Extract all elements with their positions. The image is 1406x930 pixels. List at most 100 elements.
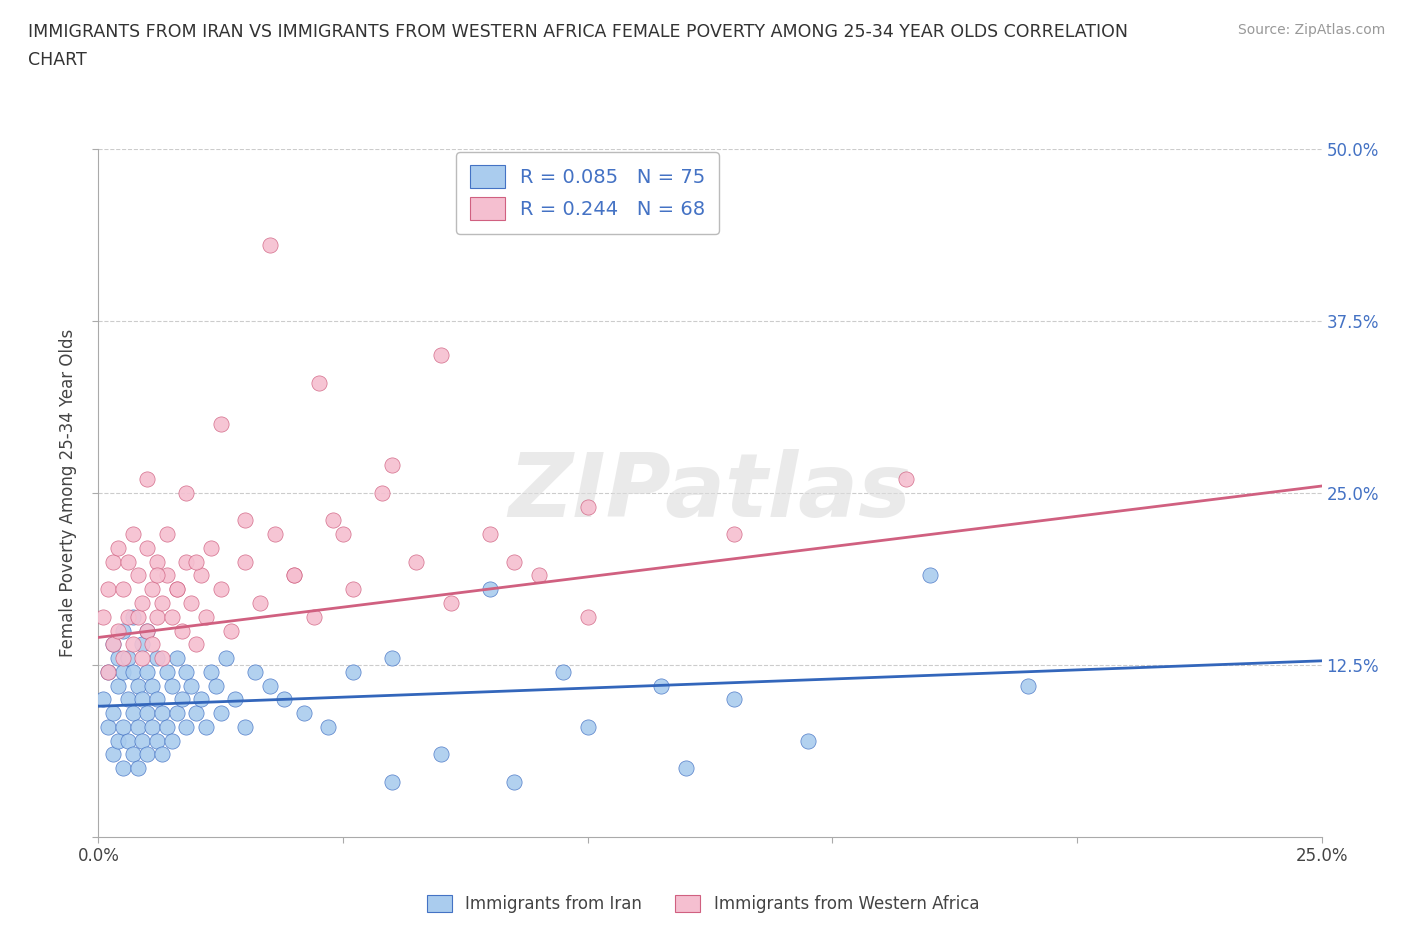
- Point: [478, 526, 501, 541]
- Point: [166, 582, 188, 597]
- Point: [131, 733, 153, 748]
- Legend: Immigrants from Iran, Immigrants from Western Africa: Immigrants from Iran, Immigrants from We…: [419, 887, 987, 922]
- Point: [150, 651, 173, 666]
- Point: [209, 417, 232, 432]
- Point: [127, 761, 149, 776]
- Point: [920, 568, 942, 583]
- Point: [318, 720, 340, 735]
- Point: [342, 664, 364, 679]
- Point: [576, 609, 599, 624]
- Point: [170, 692, 193, 707]
- Point: [166, 651, 188, 666]
- Point: [136, 623, 159, 638]
- Point: [97, 664, 120, 679]
- Point: [723, 692, 745, 707]
- Point: [111, 623, 134, 638]
- Point: [117, 733, 139, 748]
- Point: [141, 720, 163, 735]
- Point: [381, 651, 404, 666]
- Point: [200, 540, 222, 555]
- Point: [121, 747, 143, 762]
- Point: [224, 692, 246, 707]
- Point: [111, 582, 134, 597]
- Point: [405, 554, 427, 569]
- Point: [205, 678, 228, 693]
- Point: [176, 485, 198, 500]
- Point: [200, 664, 222, 679]
- Point: [166, 706, 188, 721]
- Point: [180, 595, 202, 610]
- Point: [136, 623, 159, 638]
- Point: [186, 637, 208, 652]
- Point: [723, 526, 745, 541]
- Point: [146, 609, 169, 624]
- Point: [259, 678, 281, 693]
- Point: [176, 664, 198, 679]
- Text: CHART: CHART: [28, 51, 87, 69]
- Point: [146, 692, 169, 707]
- Point: [150, 595, 173, 610]
- Point: [283, 568, 305, 583]
- Point: [111, 651, 134, 666]
- Point: [180, 678, 202, 693]
- Point: [273, 692, 295, 707]
- Point: [214, 651, 236, 666]
- Point: [117, 609, 139, 624]
- Point: [91, 692, 114, 707]
- Point: [156, 720, 179, 735]
- Point: [136, 472, 159, 486]
- Point: [195, 609, 218, 624]
- Point: [332, 526, 354, 541]
- Point: [503, 775, 526, 790]
- Point: [219, 623, 242, 638]
- Text: ZIPatlas: ZIPatlas: [509, 449, 911, 537]
- Point: [150, 747, 173, 762]
- Point: [131, 637, 153, 652]
- Point: [141, 582, 163, 597]
- Point: [381, 775, 404, 790]
- Point: [97, 720, 120, 735]
- Point: [308, 376, 330, 391]
- Point: [233, 720, 256, 735]
- Point: [233, 554, 256, 569]
- Point: [156, 568, 179, 583]
- Point: [430, 747, 453, 762]
- Point: [478, 582, 501, 597]
- Point: [430, 348, 453, 363]
- Point: [302, 609, 325, 624]
- Point: [117, 692, 139, 707]
- Text: IMMIGRANTS FROM IRAN VS IMMIGRANTS FROM WESTERN AFRICA FEMALE POVERTY AMONG 25-3: IMMIGRANTS FROM IRAN VS IMMIGRANTS FROM …: [28, 23, 1128, 41]
- Point: [176, 720, 198, 735]
- Point: [576, 499, 599, 514]
- Point: [381, 458, 404, 472]
- Text: Source: ZipAtlas.com: Source: ZipAtlas.com: [1237, 23, 1385, 37]
- Point: [249, 595, 271, 610]
- Point: [150, 706, 173, 721]
- Point: [166, 582, 188, 597]
- Point: [136, 664, 159, 679]
- Point: [101, 637, 124, 652]
- Point: [1017, 678, 1039, 693]
- Point: [127, 609, 149, 624]
- Point: [111, 664, 134, 679]
- Point: [146, 554, 169, 569]
- Point: [527, 568, 550, 583]
- Point: [107, 733, 129, 748]
- Point: [107, 540, 129, 555]
- Point: [121, 637, 143, 652]
- Point: [107, 651, 129, 666]
- Point: [146, 733, 169, 748]
- Point: [186, 554, 208, 569]
- Point: [342, 582, 364, 597]
- Point: [101, 637, 124, 652]
- Point: [243, 664, 266, 679]
- Point: [576, 720, 599, 735]
- Point: [117, 554, 139, 569]
- Point: [894, 472, 917, 486]
- Point: [121, 664, 143, 679]
- Point: [101, 706, 124, 721]
- Point: [131, 595, 153, 610]
- Point: [371, 485, 394, 500]
- Point: [259, 238, 281, 253]
- Point: [97, 582, 120, 597]
